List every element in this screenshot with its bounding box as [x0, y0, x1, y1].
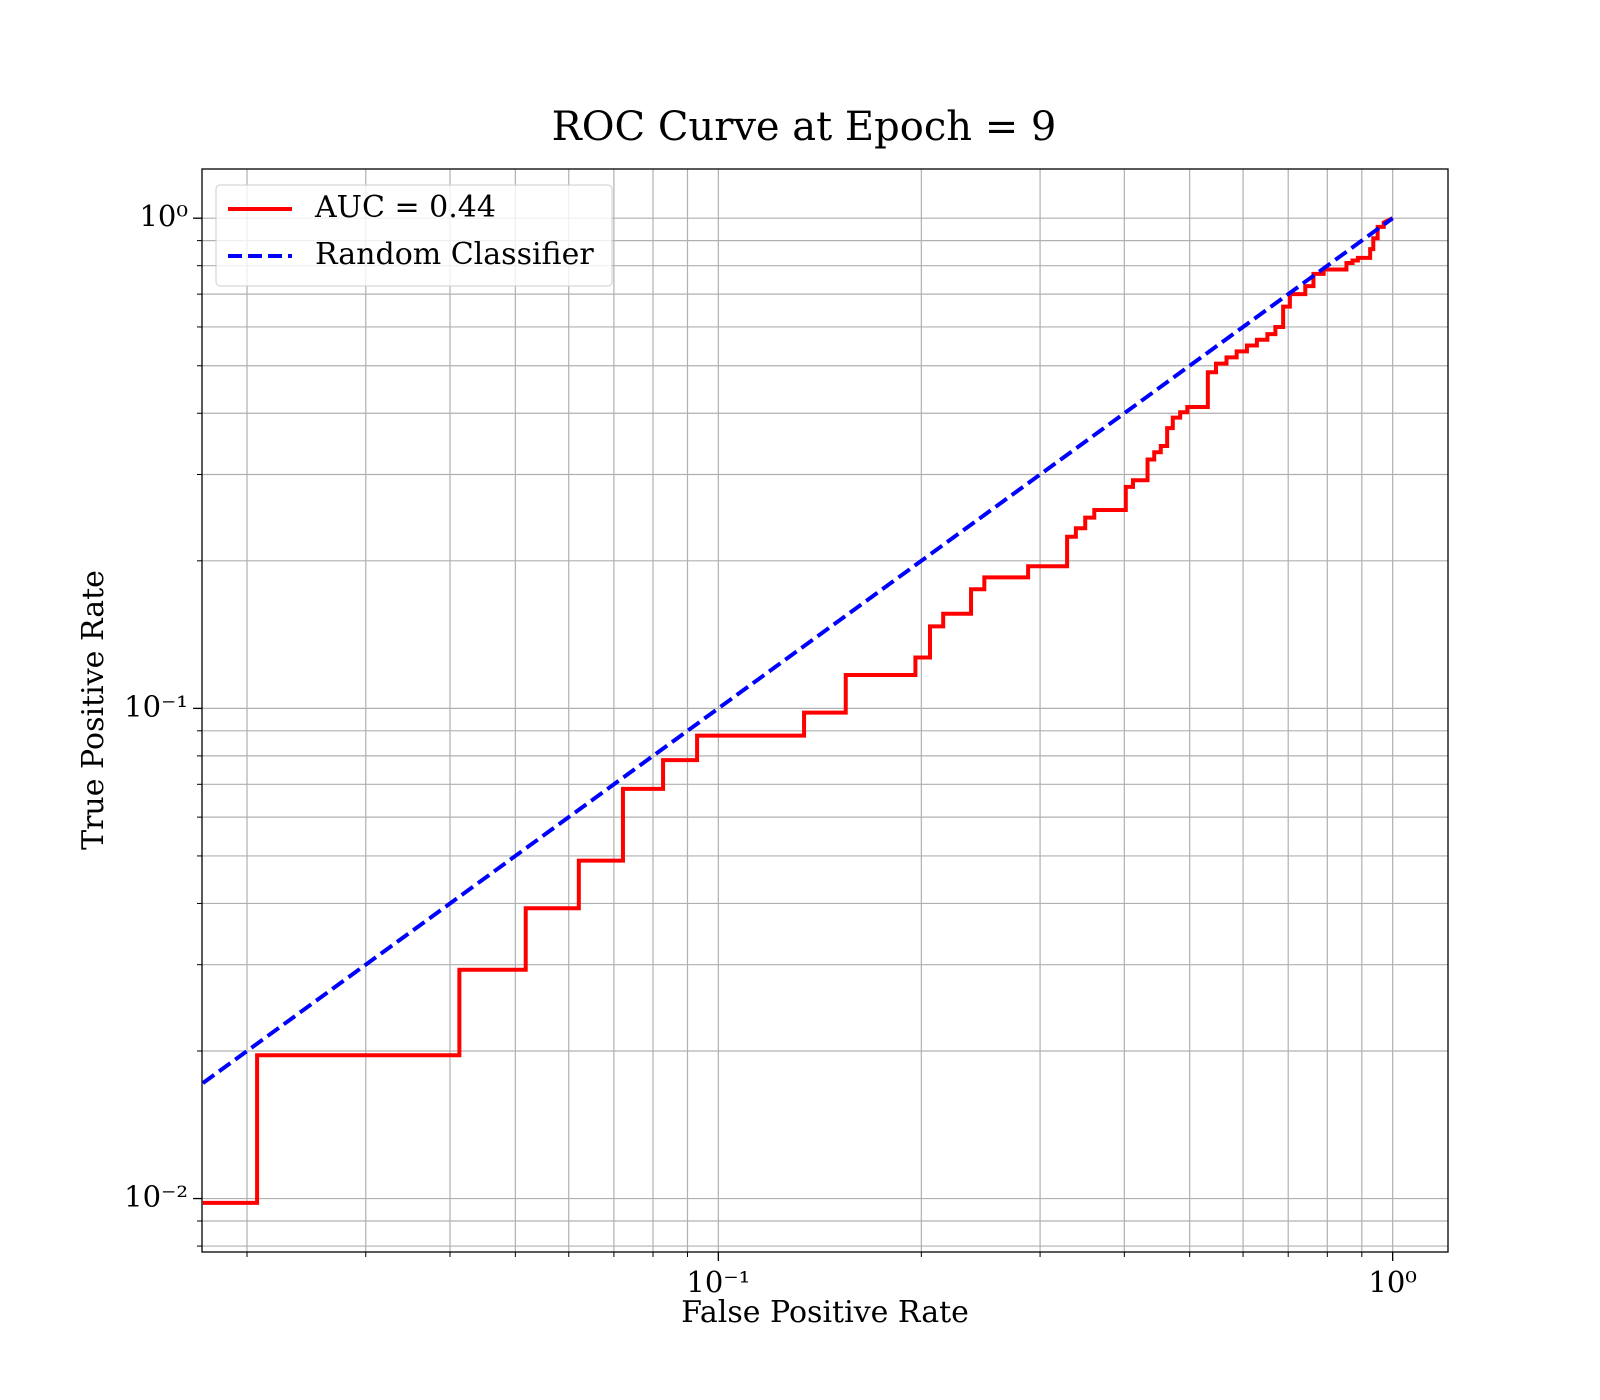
- series-line: [202, 216, 1394, 1205]
- legend-box: [215, 184, 613, 287]
- x-axis-label: False Positive Rate: [681, 1295, 969, 1330]
- legend-label: AUC = 0.44: [314, 190, 496, 225]
- x-tick-label: 10⁰: [1368, 1265, 1417, 1299]
- y-axis-label: True Positive Rate: [76, 570, 111, 850]
- y-tick-label: 10⁻¹: [124, 689, 188, 723]
- y-tick-label: 10⁰: [139, 199, 188, 233]
- chart-title: ROC Curve at Epoch = 9: [552, 104, 1057, 150]
- series-line: [202, 216, 1394, 1085]
- x-tick-label: 10⁻¹: [686, 1265, 750, 1299]
- y-tick-label: 10⁻²: [124, 1180, 188, 1214]
- plot-frame: [201, 168, 1449, 1253]
- legend-label: Random Classifier: [315, 237, 594, 272]
